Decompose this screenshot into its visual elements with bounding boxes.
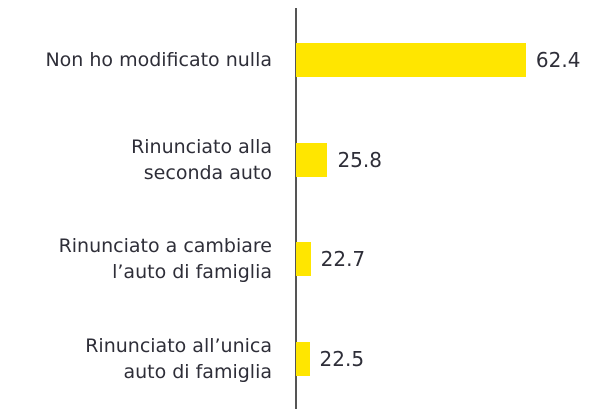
bar — [296, 142, 328, 177]
axis-line — [295, 8, 297, 409]
bar — [296, 342, 310, 377]
bar — [296, 242, 311, 277]
value-label: 62.4 — [535, 47, 581, 72]
value-label: 22.5 — [319, 347, 365, 372]
category-label: Rinunciato all’unica auto di famiglia — [85, 335, 272, 384]
value-label: 22.7 — [320, 247, 366, 272]
bar — [296, 42, 526, 77]
category-label: Rinunciato alla seconda auto — [131, 135, 272, 184]
value-label: 25.8 — [337, 147, 382, 172]
category-label: Non ho modificato nulla — [45, 48, 272, 71]
category-label: Rinunciato a cambiare l’auto di famiglia — [58, 235, 272, 284]
